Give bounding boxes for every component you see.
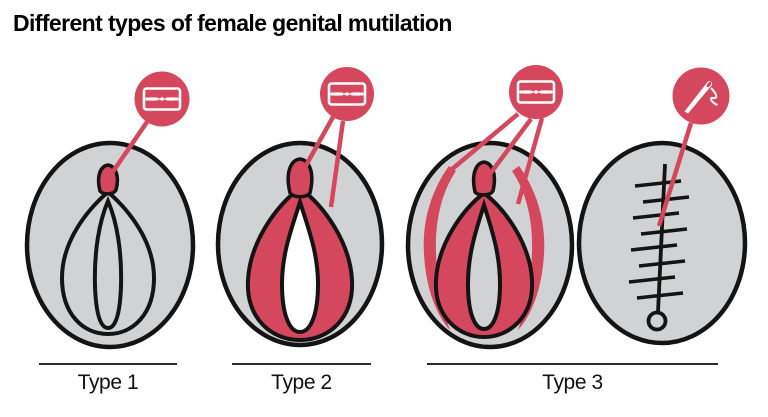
callout-line xyxy=(479,117,533,188)
page-title: Different types of female genital mutila… xyxy=(13,10,452,36)
type2-figure xyxy=(215,67,385,348)
callout-line xyxy=(110,120,149,175)
type3-excision-figure xyxy=(405,65,575,350)
label-rule xyxy=(232,363,371,365)
type3-label-group: Type 3 xyxy=(427,363,718,395)
razor-blade-icon xyxy=(320,67,374,121)
type2-label-group: Type 2 xyxy=(232,363,371,395)
callout-line xyxy=(328,120,346,208)
labia-majora-cut-right xyxy=(512,166,545,330)
type-label: Type 2 xyxy=(271,371,332,394)
type1-figure xyxy=(24,71,196,350)
callout-line xyxy=(302,115,335,171)
label-rule xyxy=(427,363,718,365)
type1-label-group: Type 1 xyxy=(39,363,177,395)
type3-infibulation-figure xyxy=(576,67,748,346)
needle-and-thread-icon xyxy=(672,67,730,125)
remaining-opening xyxy=(646,310,668,332)
razor-blade-icon xyxy=(134,71,190,127)
razor-blade-icon xyxy=(509,65,563,119)
type-label: Type 3 xyxy=(542,371,603,394)
labia-majora-cut-left xyxy=(423,166,456,330)
label-rule xyxy=(39,363,177,365)
callout-line xyxy=(449,112,520,172)
callout-line xyxy=(656,122,694,227)
type-label: Type 1 xyxy=(77,371,139,394)
callout-line xyxy=(515,117,545,205)
